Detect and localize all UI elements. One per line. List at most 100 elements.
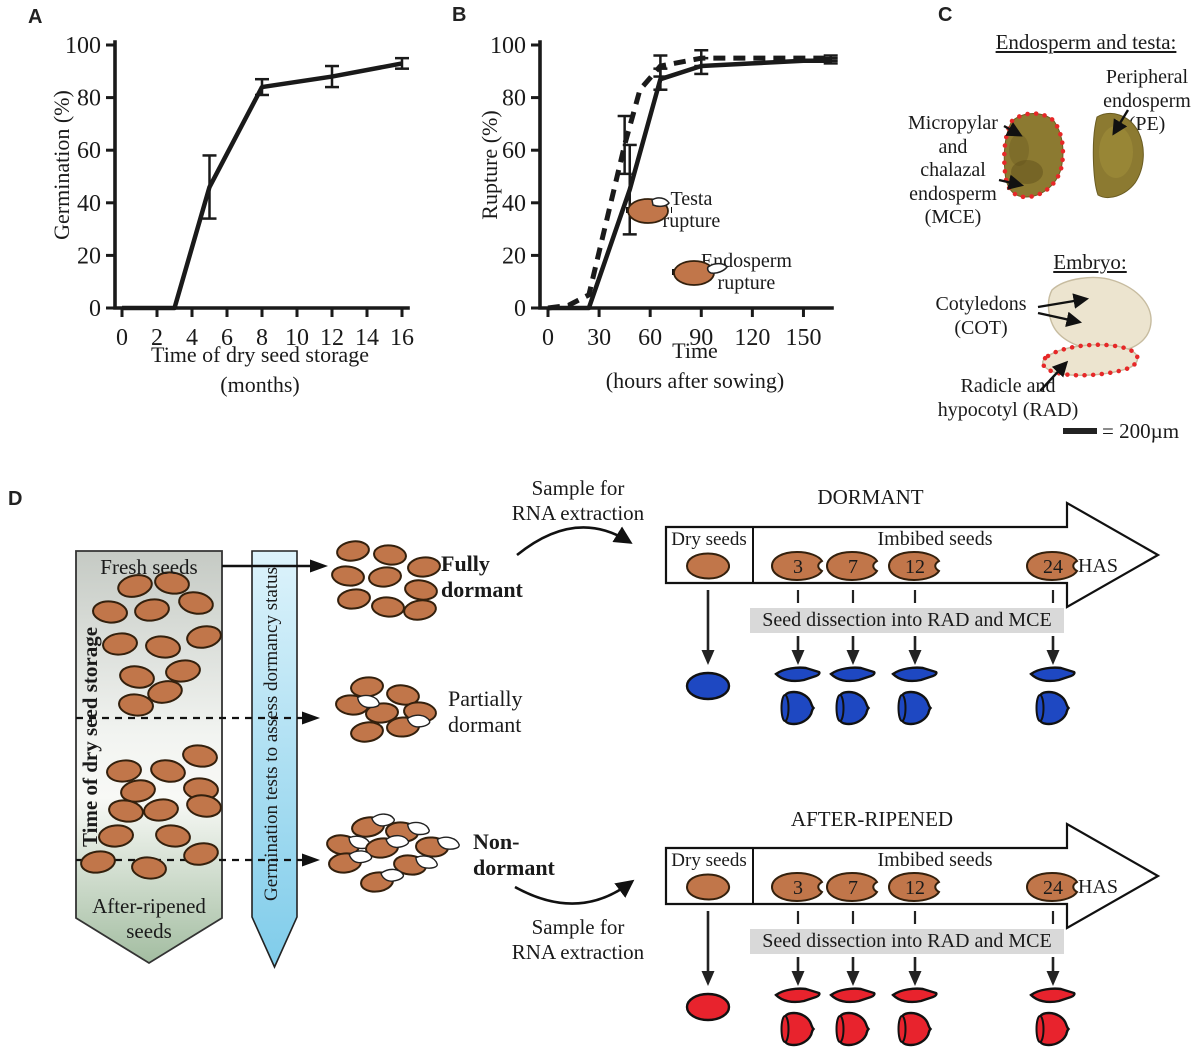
seed [106,759,142,783]
timepoint-seed: 3 [770,871,824,903]
mce-sample [1038,690,1071,726]
seed [147,680,183,704]
rad-sample [774,987,821,1004]
dissection-label-after-ripened: Seed dissection into RAD and MCE [762,930,1052,952]
x-tick-label: 6 [221,325,233,351]
fresh-seeds-label: Fresh seeds [100,555,198,579]
seed [108,799,144,823]
germinated-seed [365,834,410,859]
pe-seed-photo [1092,113,1144,198]
after-ripened-seeds-label: After-ripened seeds [92,894,206,943]
seed [145,635,181,659]
seed [371,596,405,618]
banner-seeds [80,571,222,880]
germinated-seed [351,813,395,838]
dry-seeds-label-dormant: Dry seeds [671,529,747,550]
seed [182,744,218,768]
timepoint-seed: 7 [825,550,879,582]
mce-seed-photo [1002,111,1066,200]
legend-testa-rupture: = Testa rupture [626,188,737,233]
dry-seed [685,552,731,580]
x-tick-label: 120 [734,325,770,351]
svg-text:7: 7 [848,877,858,899]
x-tick-label: 30 [587,325,611,351]
radicle-hypocotyl-label: Radicle and hypocotyl (RAD) [937,375,1079,421]
germinated-seed [415,836,460,858]
partially-dormant-label: Partially dormant [448,686,523,737]
dry-seed [685,873,731,901]
timepoint-seed: 24 [1025,550,1079,582]
y-tick-label: 20 [77,243,101,269]
panel-c-label: C [938,4,953,26]
germinated-seed [386,714,431,738]
embryo-photo [1040,276,1152,378]
whole-seed-sample [685,992,731,1022]
seed [178,591,214,615]
rad-dotted-outline [1040,342,1140,378]
y-tick-label: 20 [502,243,526,269]
seed [186,794,222,818]
seed [337,588,371,610]
seed [92,600,128,624]
y-tick-label: 80 [502,86,526,112]
y-tick-label: 100 [490,33,526,59]
svg-text:3: 3 [793,877,803,899]
seed [404,579,438,601]
x-tick-label: 10 [285,325,309,351]
timepoint-seed: 12 [887,550,941,582]
mce-sample [783,1011,816,1047]
partially-dormant-seeds [335,676,437,743]
x-tick-label: 16 [390,325,414,351]
seed [336,540,370,562]
rad-sample [829,666,876,683]
chart-a-xlabel: Time of dry seed storage [151,342,369,367]
dissection-dormant [685,590,1076,726]
rad-sample [891,987,938,1004]
cotyledons-label: Cotyledons (COT) [935,293,1027,339]
mce-sample [838,1011,871,1047]
svg-text:24: 24 [1043,877,1063,899]
seed [120,779,156,803]
rna-extraction-label-top: Sample for RNA extraction [511,476,645,525]
mce-sample [783,690,816,726]
x-tick-label: 0 [542,325,554,351]
seed [386,684,420,706]
rad-sample [1029,987,1076,1004]
seed [331,565,365,587]
germination-tests-arrow [251,550,298,969]
y-tick-label: 40 [77,191,101,217]
seed [98,824,134,848]
timepoint-seed: 7 [825,871,879,903]
mce-label: Micropylar and chalazal endosperm (MCE) [908,112,998,229]
imbibed-seeds-label-after-ripened: Imbibed seeds [877,849,993,871]
seed [365,702,399,724]
rad-sample [891,666,938,683]
seed [368,566,402,588]
svg-text:24: 24 [1043,556,1063,578]
testa-rupture-seed-icon [627,197,670,225]
series-endosperm-rupture [548,58,831,311]
svg-text:7: 7 [848,556,858,578]
dissection-after-ripened [685,911,1076,1047]
dry-seeds-label-after-ripened: Dry seeds [671,850,747,871]
embryo-title: Embryo: [1053,250,1127,274]
svg-text:12: 12 [905,877,925,899]
non-dormant-label: Non- dormant [473,829,555,880]
x-tick-label: 60 [638,325,662,351]
fully-dormant-label: Fully dormant [441,551,523,602]
mce-dotted-outline [1002,111,1066,200]
seed [183,842,219,866]
x-tick-label: 2 [151,325,163,351]
panel-b-label: B [452,4,467,26]
chart-a-xlabel-units: (months) [220,372,300,397]
fully-dormant-seeds [331,540,441,621]
x-tick-label: 90 [689,325,713,351]
after-ripened-title: AFTER-RIPENED [790,807,954,831]
y-tick-label: 60 [77,138,101,164]
svg-text:3: 3 [793,556,803,578]
x-tick-label: 12 [320,325,344,351]
y-tick-label: 0 [89,296,101,322]
germinated-seed [360,868,405,893]
germination-tests-label: Germination tests to assess dormancy sta… [261,566,282,902]
